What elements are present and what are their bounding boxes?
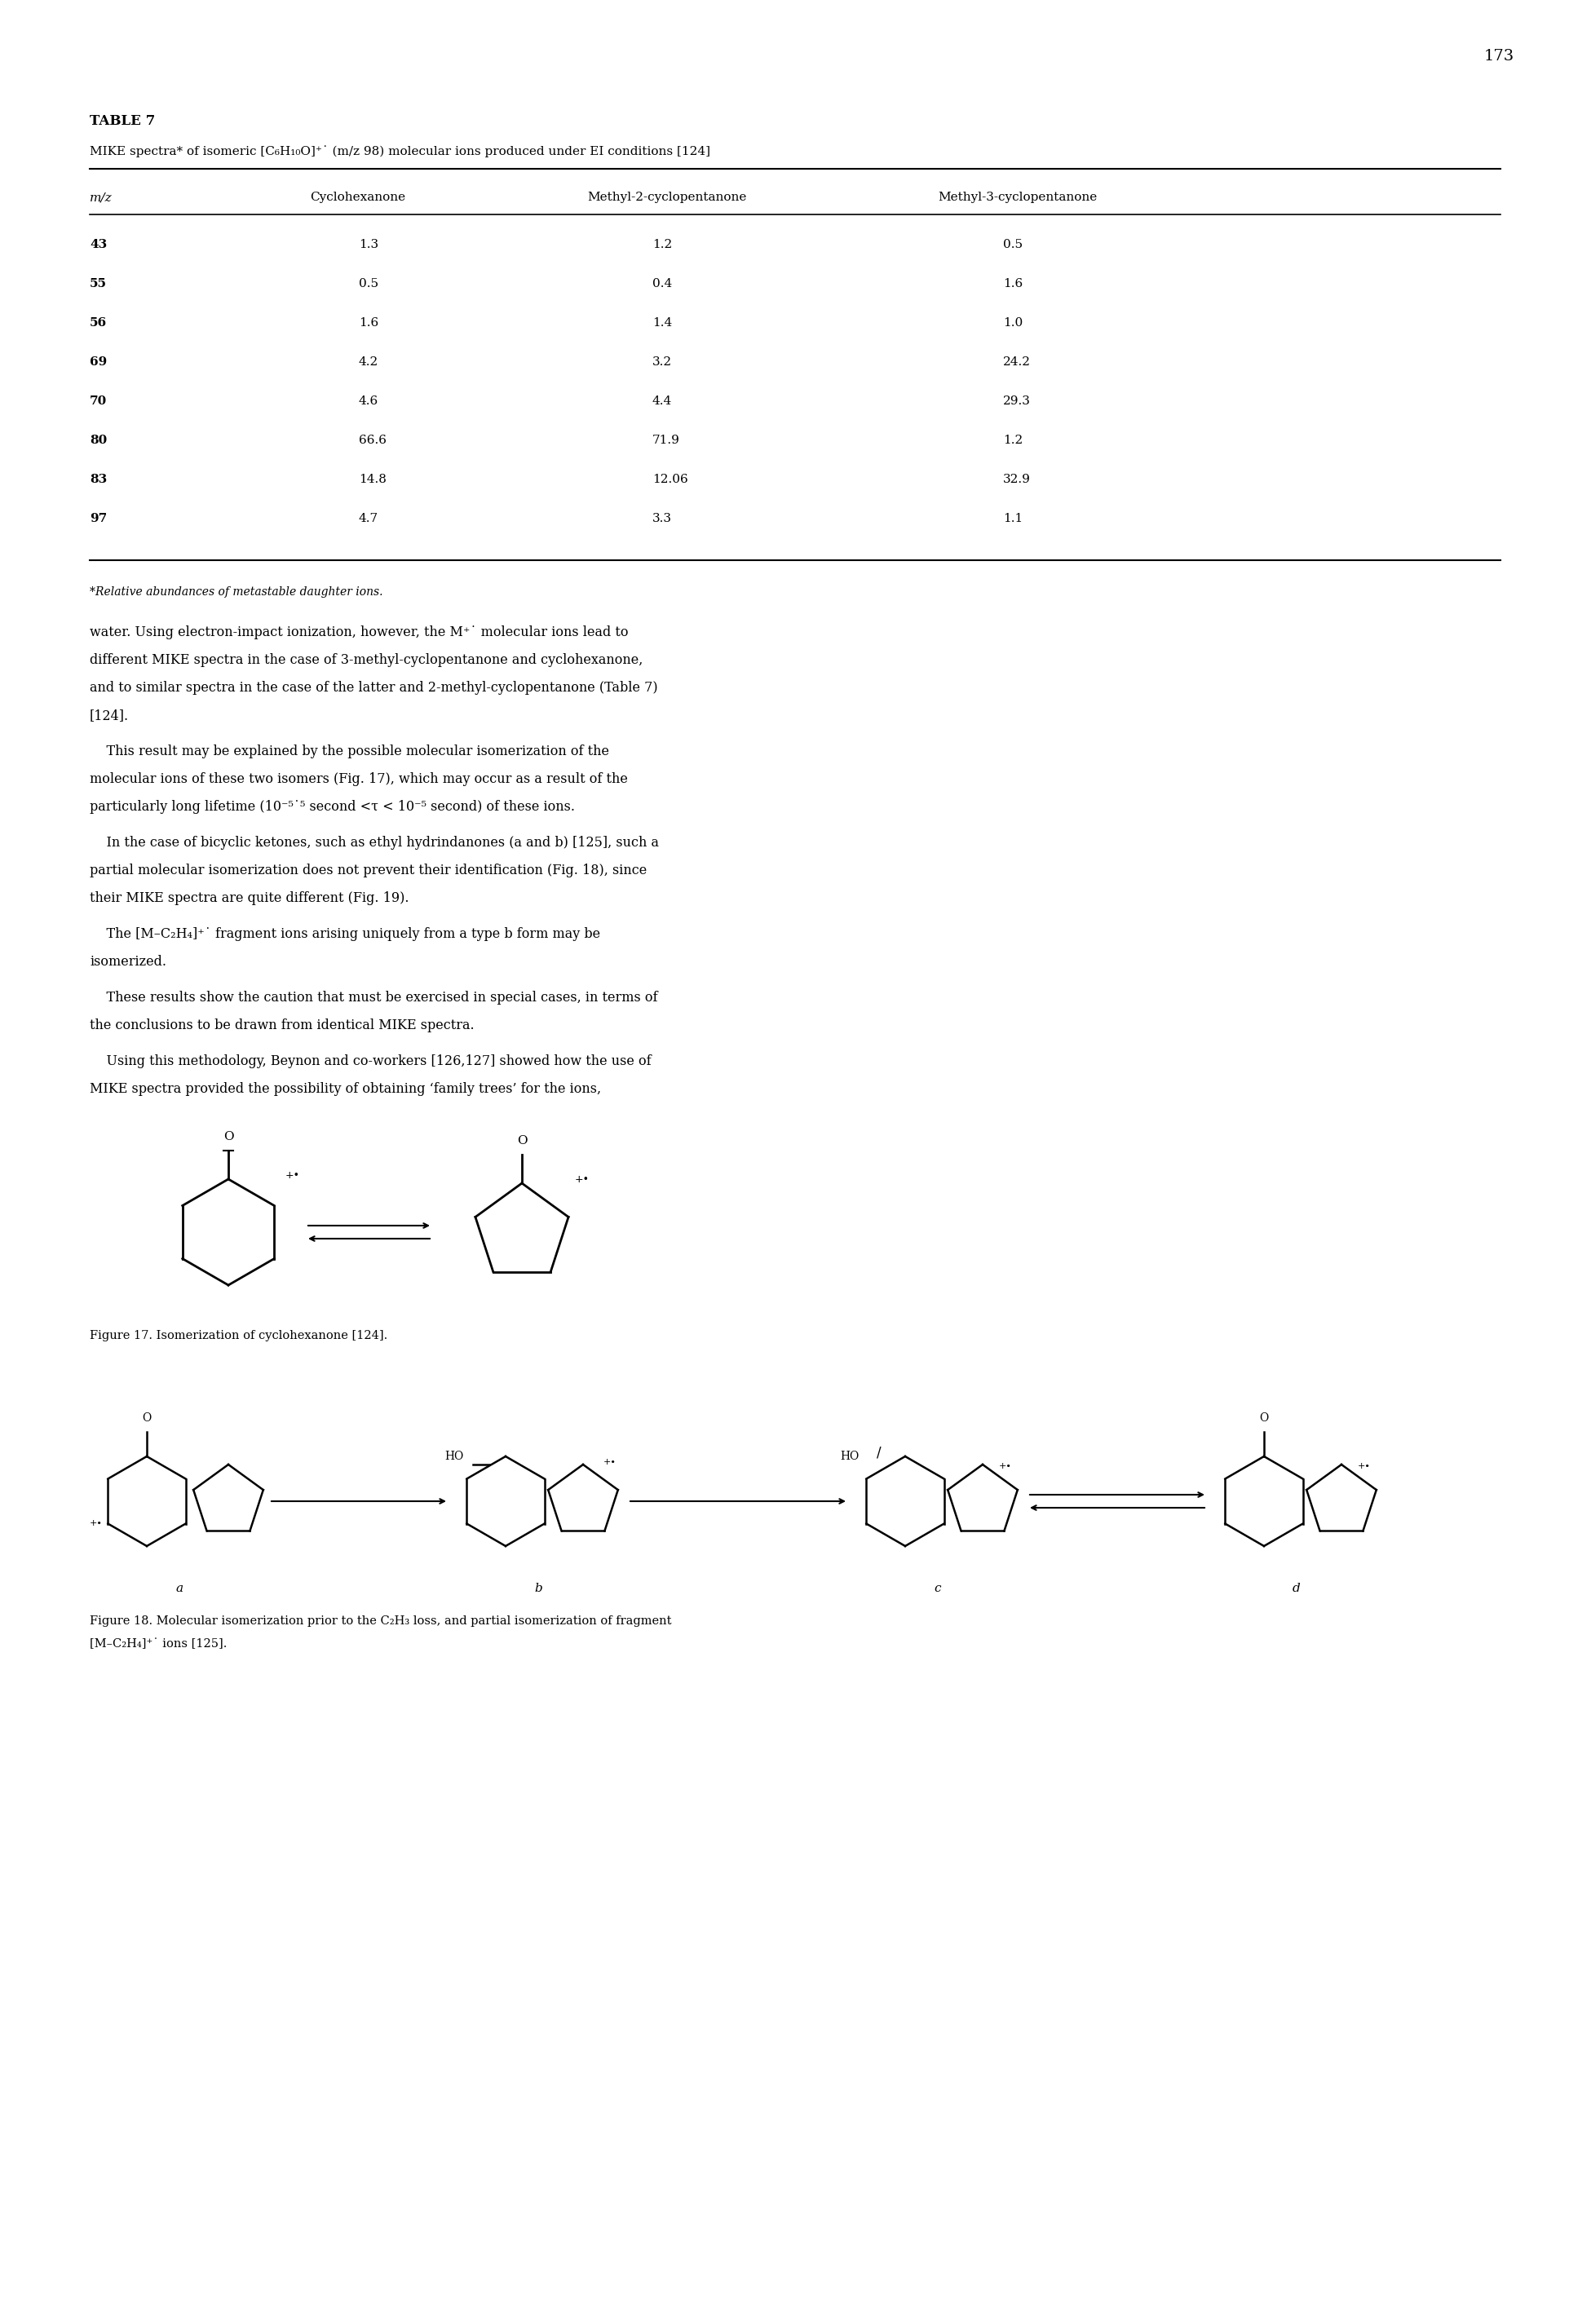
Text: water. Using electron-impact ionization, however, the M⁺˙ molecular ions lead to: water. Using electron-impact ionization,… (89, 625, 628, 639)
Text: particularly long lifetime (10⁻⁵˙⁵ second <τ < 10⁻⁵ second) of these ions.: particularly long lifetime (10⁻⁵˙⁵ secon… (89, 799, 574, 813)
Text: and to similar spectra in the case of the latter and 2-methyl-cyclopentanone (Ta: and to similar spectra in the case of th… (89, 681, 657, 695)
Text: 80: 80 (89, 435, 107, 446)
Text: 1.0: 1.0 (1002, 316, 1023, 328)
Text: 29.3: 29.3 (1002, 395, 1031, 407)
Text: +•: +• (574, 1174, 590, 1185)
Text: Figure 17. Isomerization of cyclohexanone [124].: Figure 17. Isomerization of cyclohexanon… (89, 1329, 388, 1341)
Text: These results show the caution that must be exercised in special cases, in terms: These results show the caution that must… (89, 990, 657, 1004)
Text: Figure 18. Molecular isomerization prior to the C₂H₃ loss, and partial isomeriza: Figure 18. Molecular isomerization prior… (89, 1615, 671, 1627)
Text: MIKE spectra provided the possibility of obtaining ‘family trees’ for the ions,: MIKE spectra provided the possibility of… (89, 1083, 601, 1097)
Text: 14.8: 14.8 (360, 474, 387, 486)
Text: 12.06: 12.06 (652, 474, 687, 486)
Text: 0.5: 0.5 (360, 279, 379, 290)
Text: 1.6: 1.6 (360, 316, 379, 328)
Text: MIKE spectra* of isomeric [C₆H₁₀O]⁺˙ (m/z 98) molecular ions produced under EI c: MIKE spectra* of isomeric [C₆H₁₀O]⁺˙ (m/… (89, 144, 710, 158)
Text: 4.6: 4.6 (360, 395, 379, 407)
Text: partial molecular isomerization does not prevent their identification (Fig. 18),: partial molecular isomerization does not… (89, 865, 648, 878)
Text: +•: +• (1357, 1462, 1371, 1471)
Text: [124].: [124]. (89, 709, 129, 723)
Text: 4.7: 4.7 (360, 514, 379, 525)
Text: the conclusions to be drawn from identical MIKE spectra.: the conclusions to be drawn from identic… (89, 1018, 474, 1032)
Text: 4.2: 4.2 (360, 356, 379, 367)
Text: 55: 55 (89, 279, 107, 290)
Text: Cyclohexanone: Cyclohexanone (310, 191, 406, 202)
Text: 1.2: 1.2 (1002, 435, 1023, 446)
Text: 32.9: 32.9 (1002, 474, 1031, 486)
Text: /: / (877, 1446, 881, 1459)
Text: +•: +• (999, 1462, 1012, 1471)
Text: 0.5: 0.5 (1002, 239, 1023, 251)
Text: This result may be explained by the possible molecular isomerization of the: This result may be explained by the poss… (89, 744, 609, 758)
Text: different MIKE spectra in the case of 3-methyl-cyclopentanone and cyclohexanone,: different MIKE spectra in the case of 3-… (89, 653, 643, 667)
Text: HO: HO (840, 1450, 859, 1462)
Text: 3.3: 3.3 (652, 514, 671, 525)
Text: O: O (223, 1132, 234, 1143)
Text: 0.4: 0.4 (652, 279, 671, 290)
Text: 1.4: 1.4 (652, 316, 671, 328)
Text: their MIKE spectra are quite different (Fig. 19).: their MIKE spectra are quite different (… (89, 892, 409, 904)
Text: 83: 83 (89, 474, 107, 486)
Text: Methyl-2-cyclopentanone: Methyl-2-cyclopentanone (587, 191, 746, 202)
Text: 69: 69 (89, 356, 107, 367)
Text: Using this methodology, Beynon and co-workers [126,127] showed how the use of: Using this methodology, Beynon and co-wo… (89, 1055, 651, 1069)
Text: 1.1: 1.1 (1002, 514, 1023, 525)
Text: 3.2: 3.2 (652, 356, 671, 367)
Text: 70: 70 (89, 395, 107, 407)
Text: 71.9: 71.9 (652, 435, 679, 446)
Text: O: O (142, 1413, 151, 1425)
Text: In the case of bicyclic ketones, such as ethyl hydrindanones (a and b) [125], su: In the case of bicyclic ketones, such as… (89, 837, 659, 851)
Text: 4.4: 4.4 (652, 395, 671, 407)
Text: The [M–C₂H₄]⁺˙ fragment ions arising uniquely from a type b form may be: The [M–C₂H₄]⁺˙ fragment ions arising uni… (89, 927, 600, 941)
Text: +•: +• (89, 1520, 103, 1527)
Text: 1.2: 1.2 (652, 239, 671, 251)
Text: [M–C₂H₄]⁺˙ ions [125].: [M–C₂H₄]⁺˙ ions [125]. (89, 1638, 228, 1650)
Text: molecular ions of these two isomers (Fig. 17), which may occur as a result of th: molecular ions of these two isomers (Fig… (89, 772, 628, 786)
Text: 173: 173 (1484, 49, 1515, 63)
Text: 66.6: 66.6 (360, 435, 387, 446)
Text: a: a (175, 1583, 183, 1594)
Text: 1.3: 1.3 (360, 239, 379, 251)
Text: b: b (535, 1583, 543, 1594)
Text: d: d (1292, 1583, 1300, 1594)
Text: 97: 97 (89, 514, 107, 525)
Text: 43: 43 (89, 239, 107, 251)
Text: isomerized.: isomerized. (89, 955, 167, 969)
Text: 24.2: 24.2 (1002, 356, 1031, 367)
Text: O: O (1260, 1413, 1268, 1425)
Text: HO: HO (444, 1450, 463, 1462)
Text: Methyl-3-cyclopentanone: Methyl-3-cyclopentanone (937, 191, 1098, 202)
Text: c: c (934, 1583, 942, 1594)
Text: 56: 56 (89, 316, 107, 328)
Text: +•: +• (603, 1457, 616, 1466)
Text: O: O (517, 1134, 527, 1146)
Text: 1.6: 1.6 (1002, 279, 1023, 290)
Text: *Relative abundances of metastable daughter ions.: *Relative abundances of metastable daugh… (89, 586, 383, 597)
Text: m/z: m/z (89, 191, 113, 202)
Text: +•: +• (285, 1169, 301, 1181)
Text: TABLE 7: TABLE 7 (89, 114, 156, 128)
